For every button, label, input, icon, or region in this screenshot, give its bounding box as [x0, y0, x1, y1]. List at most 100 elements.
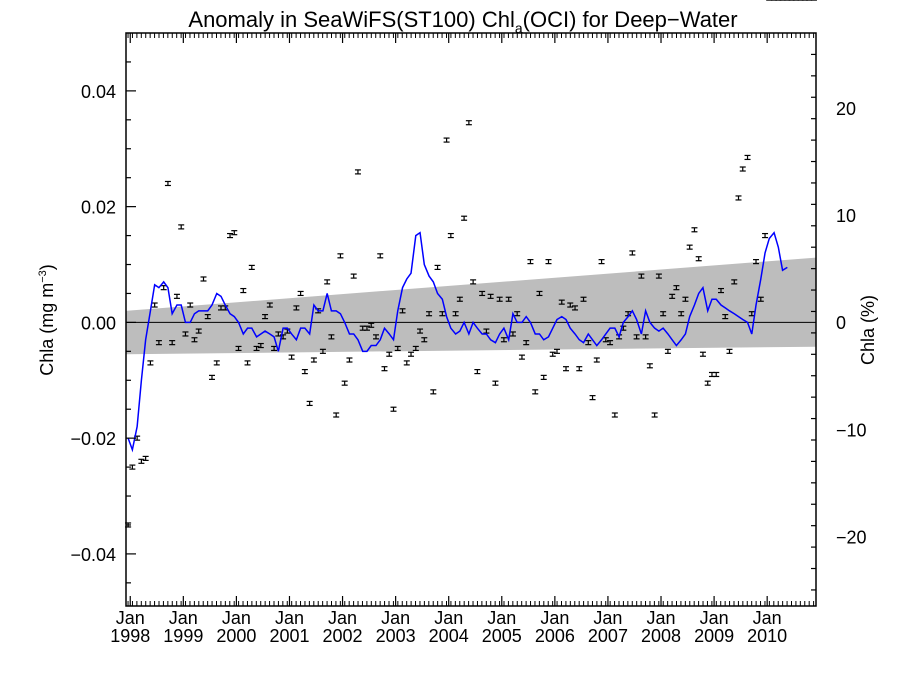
data-point: [580, 296, 587, 302]
y-axis-right: 20 10 0 −10 −20: [811, 53, 867, 591]
y2-tick-label: −20: [836, 527, 867, 547]
data-point: [138, 458, 145, 464]
data-point: [549, 351, 556, 357]
data-point: [629, 250, 636, 256]
data-point: [164, 180, 171, 187]
data-point: [271, 345, 278, 352]
x-tick-month: Jan: [222, 608, 251, 628]
x-tick-month: Jan: [275, 608, 304, 628]
data-point: [505, 296, 512, 302]
data-point: [545, 259, 552, 265]
data-point: [744, 154, 751, 161]
x-tick-year: 1998: [110, 626, 150, 646]
data-point: [151, 302, 158, 308]
data-point: [678, 311, 685, 317]
chart-title-suffix: (OCI) for Deep−Water: [523, 7, 738, 32]
data-point: [354, 169, 361, 175]
x-tick-year: 2002: [323, 626, 363, 646]
data-point: [611, 412, 618, 418]
x-tick-year: 2009: [694, 626, 734, 646]
x-tick-month: Jan: [540, 608, 569, 628]
data-point: [487, 293, 494, 299]
data-point: [350, 273, 357, 279]
y2-tick-label: 20: [836, 99, 856, 119]
data-point: [430, 389, 437, 395]
data-point: [248, 264, 255, 271]
x-tick-year: 1999: [163, 626, 203, 646]
data-point: [726, 348, 733, 354]
data-point: [439, 311, 446, 317]
data-point: [576, 366, 583, 372]
data-point: [664, 348, 671, 354]
plot-frame: [125, 32, 817, 607]
data-point: [412, 345, 419, 352]
data-point: [686, 244, 693, 250]
y-tick-label: 0.04: [81, 82, 116, 102]
x-tick-month: Jan: [434, 608, 463, 628]
data-point: [293, 305, 300, 311]
x-tick-month: Jan: [328, 608, 357, 628]
data-point: [408, 351, 415, 357]
data-point: [633, 334, 640, 340]
chart-title-subscript: a: [515, 20, 523, 36]
data-point: [213, 360, 220, 366]
y2-tick-label: 0: [836, 313, 846, 333]
data-point: [514, 311, 521, 317]
data-point: [646, 363, 653, 369]
data-point: [682, 296, 689, 302]
data-point: [235, 345, 242, 352]
data-point: [553, 348, 560, 354]
data-point: [253, 345, 260, 352]
x-axis: Jan1998Jan1999Jan2000Jan2001Jan2002Jan20…: [110, 33, 815, 646]
data-point: [306, 400, 313, 407]
x-tick-year: 2001: [269, 626, 309, 646]
data-point: [394, 345, 401, 352]
data-point: [655, 273, 662, 279]
data-point: [372, 334, 379, 340]
data-point: [509, 331, 516, 337]
y-axis-label-text: Chla (mg m: [37, 283, 57, 376]
data-point: [492, 380, 499, 386]
data-point: [191, 337, 198, 343]
data-point: [713, 371, 720, 378]
trend-band: [126, 257, 816, 355]
data-point: [589, 395, 596, 401]
data-point: [699, 351, 706, 357]
data-point: [227, 232, 234, 239]
data-point: [434, 264, 441, 271]
data-point: [341, 380, 348, 386]
x-tick-year: 2004: [429, 626, 469, 646]
data-point: [328, 334, 335, 340]
data-point: [377, 253, 384, 259]
data-point: [178, 224, 185, 230]
data-point: [762, 232, 769, 239]
y-axis-label: Chla (mg m−3): [37, 264, 57, 376]
data-point: [155, 340, 162, 346]
data-point: [208, 374, 215, 380]
data-point: [691, 227, 698, 233]
data-point: [324, 279, 331, 285]
y-axis-left: 0.04 0.02 0.00 −0.02 −0.04: [70, 61, 136, 584]
data-point: [532, 389, 539, 395]
data-point: [297, 290, 304, 297]
y-tick-label: −0.02: [70, 429, 116, 449]
data-point: [275, 331, 282, 337]
data-point: [527, 259, 534, 265]
data-point: [160, 285, 167, 291]
x-tick-year: 2000: [216, 626, 256, 646]
data-point: [523, 340, 530, 346]
x-tick-month: Jan: [593, 608, 622, 628]
data-point: [231, 230, 238, 236]
data-point: [704, 380, 711, 386]
data-point: [731, 279, 738, 285]
data-point: [363, 325, 370, 331]
x-tick-year: 2005: [482, 626, 522, 646]
data-point: [496, 296, 503, 302]
data-points: [125, 0, 817, 528]
data-point: [598, 259, 605, 265]
x-tick-year: 2007: [588, 626, 628, 646]
data-point: [479, 290, 486, 297]
data-point: [673, 285, 680, 291]
data-point: [421, 337, 428, 343]
